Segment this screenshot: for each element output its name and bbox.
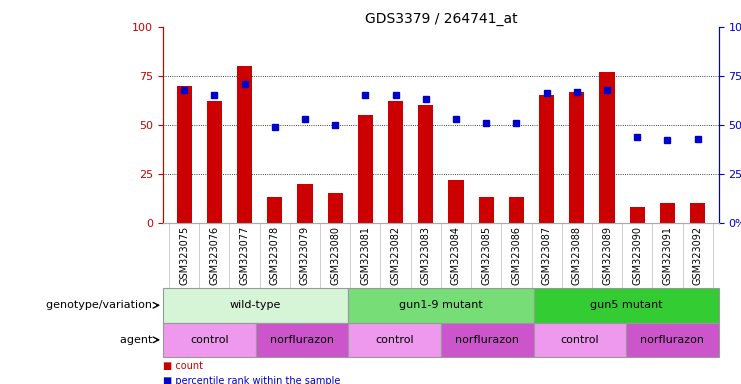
Text: GSM323077: GSM323077	[239, 226, 250, 285]
Bar	[441, 323, 534, 357]
Bar	[348, 323, 441, 357]
Bar	[163, 323, 256, 357]
Text: GSM323090: GSM323090	[632, 226, 642, 285]
Bar	[479, 197, 494, 223]
Text: GSM323084: GSM323084	[451, 226, 461, 285]
Text: GSM323091: GSM323091	[662, 226, 672, 285]
Text: GSM323082: GSM323082	[391, 226, 401, 285]
Bar	[539, 95, 554, 223]
Bar	[358, 115, 373, 223]
Text: control: control	[375, 335, 414, 345]
Bar	[163, 288, 348, 323]
Bar	[660, 203, 675, 223]
Text: agent: agent	[120, 335, 156, 345]
Text: GSM323086: GSM323086	[511, 226, 522, 285]
Text: GSM323088: GSM323088	[572, 226, 582, 285]
Text: norflurazon: norflurazon	[455, 335, 519, 345]
Text: ■ percentile rank within the sample: ■ percentile rank within the sample	[163, 376, 340, 384]
Text: norflurazon: norflurazon	[640, 335, 705, 345]
Bar	[448, 180, 464, 223]
Text: genotype/variation: genotype/variation	[46, 300, 156, 310]
Text: GSM323092: GSM323092	[693, 226, 702, 285]
Bar	[256, 323, 348, 357]
Text: control: control	[560, 335, 599, 345]
Bar	[268, 197, 282, 223]
Bar	[176, 86, 192, 223]
Text: control: control	[190, 335, 229, 345]
Text: GSM323089: GSM323089	[602, 226, 612, 285]
Bar	[328, 193, 343, 223]
Title: GDS3379 / 264741_at: GDS3379 / 264741_at	[365, 12, 517, 26]
Text: wild-type: wild-type	[230, 300, 282, 310]
Bar	[626, 323, 719, 357]
Text: GSM323080: GSM323080	[330, 226, 340, 285]
Text: GSM323078: GSM323078	[270, 226, 280, 285]
Bar	[690, 203, 705, 223]
Text: GSM323085: GSM323085	[481, 226, 491, 285]
Bar	[297, 184, 313, 223]
Text: gun5 mutant: gun5 mutant	[590, 300, 662, 310]
Bar	[534, 288, 719, 323]
Bar	[534, 323, 626, 357]
Bar	[599, 72, 614, 223]
Text: GSM323087: GSM323087	[542, 226, 551, 285]
Text: ■ count: ■ count	[163, 361, 203, 371]
Bar	[509, 197, 524, 223]
Bar	[418, 105, 433, 223]
Text: gun1-9 mutant: gun1-9 mutant	[399, 300, 483, 310]
Bar	[348, 288, 534, 323]
Text: GSM323075: GSM323075	[179, 226, 189, 285]
Bar	[207, 101, 222, 223]
Text: GSM323076: GSM323076	[210, 226, 219, 285]
Text: norflurazon: norflurazon	[270, 335, 334, 345]
Bar	[237, 66, 252, 223]
Text: GSM323079: GSM323079	[300, 226, 310, 285]
Bar	[630, 207, 645, 223]
Bar	[569, 91, 585, 223]
Text: GSM323081: GSM323081	[360, 226, 370, 285]
Bar	[388, 101, 403, 223]
Text: GSM323083: GSM323083	[421, 226, 431, 285]
